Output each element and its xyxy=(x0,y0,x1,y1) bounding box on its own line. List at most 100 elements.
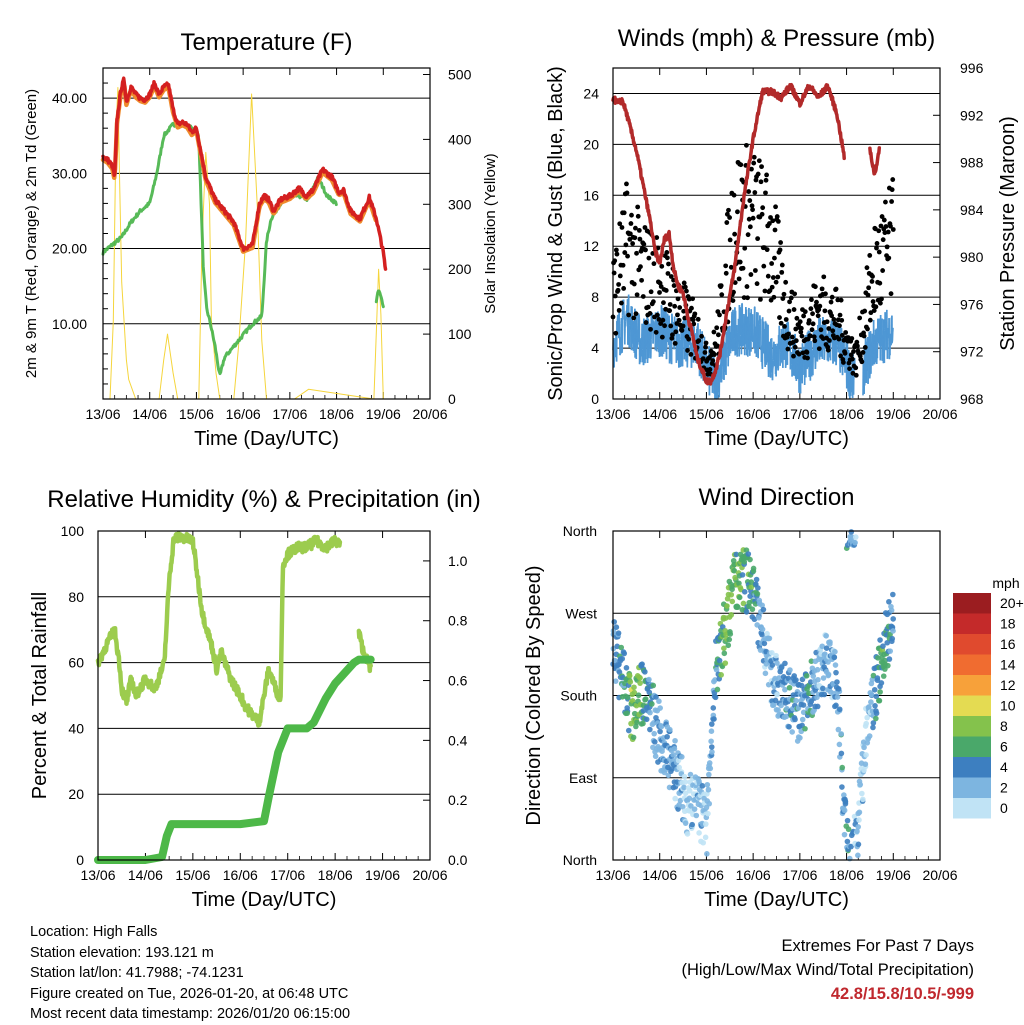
direction-point xyxy=(692,806,698,812)
gust-point xyxy=(805,356,810,361)
gust-point xyxy=(672,304,677,309)
gust-point xyxy=(668,324,673,329)
gust-point xyxy=(875,241,880,246)
gust-point xyxy=(850,357,855,362)
gust-point xyxy=(823,291,828,296)
gust-point xyxy=(837,323,842,328)
direction-point xyxy=(624,705,630,711)
gust-point xyxy=(810,327,815,332)
gust-point xyxy=(632,235,637,240)
wind-y2tick-label: 988 xyxy=(960,155,984,171)
direction-xtick-label: 13/06 xyxy=(595,867,630,883)
direction-point xyxy=(625,694,631,700)
colorbar-label: 12 xyxy=(1000,677,1016,693)
direction-point xyxy=(723,660,729,666)
gust-point xyxy=(778,247,783,252)
gust-point xyxy=(710,358,715,363)
gust-point xyxy=(819,327,824,332)
direction-point xyxy=(755,585,761,591)
direction-point xyxy=(863,761,869,767)
gust-point xyxy=(809,297,814,302)
gust-point xyxy=(646,305,651,310)
winds-xtick-label: 17/06 xyxy=(782,406,817,422)
dir-ytick-label: West xyxy=(565,605,597,621)
rh-ytick-label: 80 xyxy=(68,589,84,605)
direction-point xyxy=(877,689,883,695)
direction-point xyxy=(683,779,689,785)
direction-point xyxy=(709,749,715,755)
direction-point xyxy=(746,551,752,557)
direction-point xyxy=(838,731,844,737)
gust-point xyxy=(639,278,644,283)
wind-ytick-label: 0 xyxy=(591,391,599,407)
gust-point xyxy=(865,327,870,332)
direction-point xyxy=(832,649,838,655)
direction-point xyxy=(744,609,750,615)
direction-point xyxy=(679,754,685,760)
gust-point xyxy=(755,281,760,286)
direction-point xyxy=(694,813,700,819)
direction-point xyxy=(709,744,715,750)
gust-point xyxy=(685,348,690,353)
direction-point xyxy=(696,830,702,836)
gust-point xyxy=(870,274,875,279)
direction-point xyxy=(869,692,875,698)
created-text: Figure created on Tue, 2026-01-20, at 06… xyxy=(30,984,350,1005)
gust-point xyxy=(616,282,621,287)
gust-point xyxy=(664,288,669,293)
wind-ytick-label: 4 xyxy=(591,340,599,356)
direction-point xyxy=(689,822,695,828)
direction-point xyxy=(700,783,706,789)
gust-point xyxy=(750,207,755,212)
gust-point xyxy=(756,172,761,177)
gust-point xyxy=(654,330,659,335)
direction-point xyxy=(762,641,768,647)
gust-point xyxy=(712,330,717,335)
gust-point xyxy=(751,216,756,221)
gust-point xyxy=(629,221,634,226)
direction-point xyxy=(879,680,885,686)
colorbar-swatch xyxy=(953,757,991,778)
pressure-line-late xyxy=(870,148,879,174)
wind-y2tick-label: 996 xyxy=(960,60,984,76)
direction-point xyxy=(872,703,878,709)
direction-point xyxy=(644,717,650,723)
gust-point xyxy=(866,293,871,298)
direction-xtick-label: 19/06 xyxy=(876,867,911,883)
gust-point xyxy=(763,190,768,195)
gust-point xyxy=(719,283,724,288)
direction-point xyxy=(833,662,839,668)
winds-title: Winds (mph) & Pressure (mb) xyxy=(618,25,935,52)
direction-xtick-label: 18/06 xyxy=(829,867,864,883)
gust-point xyxy=(867,253,872,258)
gust-point xyxy=(822,308,827,313)
direction-point xyxy=(706,772,712,778)
temperature-xlabel: Time (Day/UTC) xyxy=(194,428,339,450)
gust-point xyxy=(648,327,653,332)
wind-ytick-label: 16 xyxy=(583,187,599,203)
humidity-xtick-label: 16/06 xyxy=(223,867,258,883)
gust-point xyxy=(759,164,764,169)
direction-point xyxy=(672,738,678,744)
direction-point xyxy=(708,738,714,744)
gust-point xyxy=(657,290,662,295)
gust-point xyxy=(682,281,687,286)
gust-point xyxy=(890,187,895,192)
direction-point xyxy=(707,760,713,766)
temperature-title: Temperature (F) xyxy=(180,29,352,56)
direction-point xyxy=(787,685,793,691)
direction-point xyxy=(885,663,891,669)
colorbar-title: mph xyxy=(992,575,1019,591)
direction-point xyxy=(767,636,773,642)
direction-point xyxy=(890,592,896,598)
temperature-xtick-label: 13/06 xyxy=(85,406,120,422)
direction-point xyxy=(815,677,821,683)
gust-point xyxy=(745,284,750,289)
gust-point xyxy=(830,328,835,333)
temperature-xtick-label: 17/06 xyxy=(272,406,307,422)
gust-point xyxy=(862,334,867,339)
gust-point xyxy=(751,161,756,166)
gust-point xyxy=(817,304,822,309)
direction-point xyxy=(614,624,620,630)
colorbar-label: 0 xyxy=(1000,800,1008,816)
